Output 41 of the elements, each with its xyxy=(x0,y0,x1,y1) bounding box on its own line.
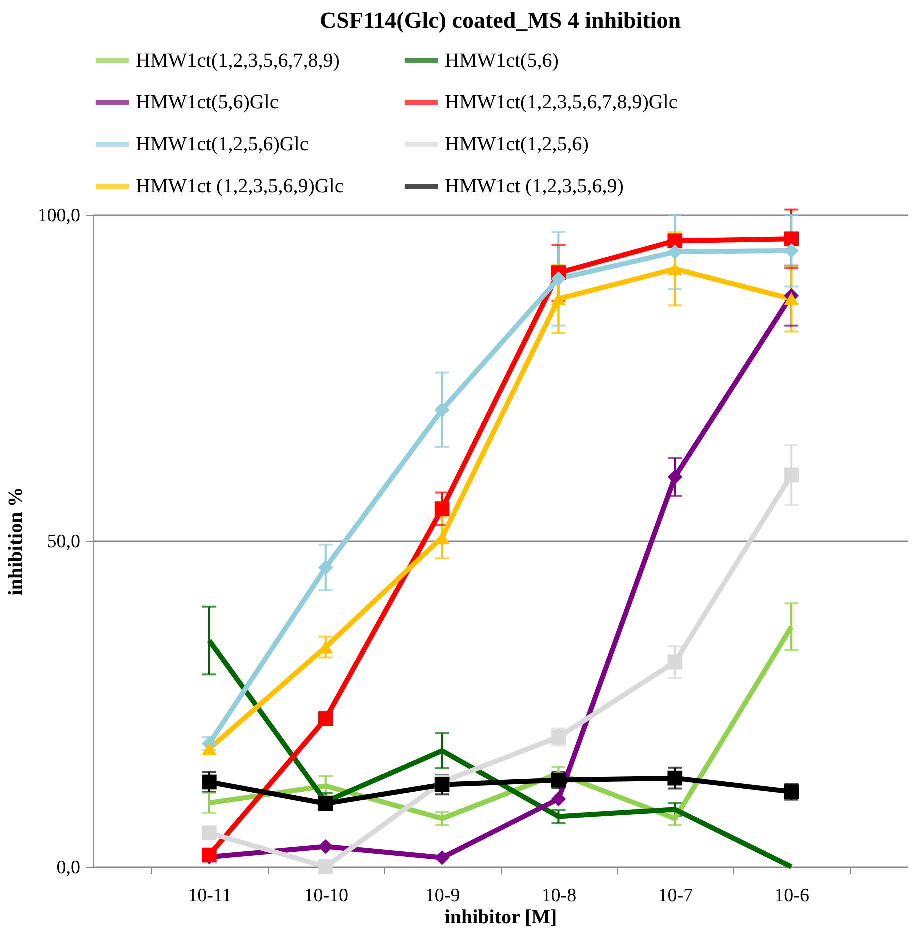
x-axis-title: inhibitor [M] xyxy=(444,906,558,928)
x-tick-label: 10-6 xyxy=(774,886,810,906)
point xyxy=(784,468,799,483)
legend-label: HMW1ct(1,2,3,5,6,7,8,9) xyxy=(136,50,340,72)
point xyxy=(668,262,683,276)
point xyxy=(318,860,334,874)
point xyxy=(668,234,683,248)
point xyxy=(668,654,683,670)
y-tick-label: 0,0 xyxy=(56,858,80,878)
point xyxy=(434,850,450,866)
point xyxy=(202,826,217,841)
y-tick-label: 100,0 xyxy=(38,206,80,226)
x-tick-label: 10-8 xyxy=(542,886,577,906)
point xyxy=(202,774,217,790)
legend-label: HMW1ct(1,2,5,6) xyxy=(445,134,589,156)
x-tick-label: 10-11 xyxy=(188,886,232,906)
point xyxy=(434,502,450,516)
y-axis-title: inhibition % xyxy=(4,487,27,596)
point xyxy=(434,402,450,418)
point xyxy=(318,560,334,576)
point xyxy=(551,792,566,807)
point xyxy=(551,292,566,306)
y-tick-label: 50,0 xyxy=(47,532,80,552)
legend-label: HMW1ct(1,2,5,6)Glc xyxy=(136,134,309,156)
x-tick-label: 10-10 xyxy=(304,886,349,906)
point xyxy=(318,839,334,854)
legend-label: HMW1ct(5,6) xyxy=(445,50,559,72)
x-tick-label: 10-7 xyxy=(658,886,694,906)
point xyxy=(551,271,566,286)
legend-label: HMW1ct (1,2,3,5,6,9) xyxy=(445,176,624,198)
point xyxy=(668,470,683,485)
chart-title: CSF114(Glc) coated_MS 4 inhibition xyxy=(320,8,682,33)
point xyxy=(784,232,799,247)
x-tick-label: 10-9 xyxy=(425,886,460,906)
point xyxy=(668,770,683,786)
point xyxy=(784,292,799,306)
point xyxy=(202,742,217,756)
point xyxy=(318,796,334,812)
legend-label: HMW1ct(5,6)Glc xyxy=(136,92,279,114)
legend-label: HMW1ct (1,2,3,5,6,9)Glc xyxy=(136,176,344,198)
legend-label: HMW1ct(1,2,3,5,6,7,8,9)Glc xyxy=(445,92,678,114)
